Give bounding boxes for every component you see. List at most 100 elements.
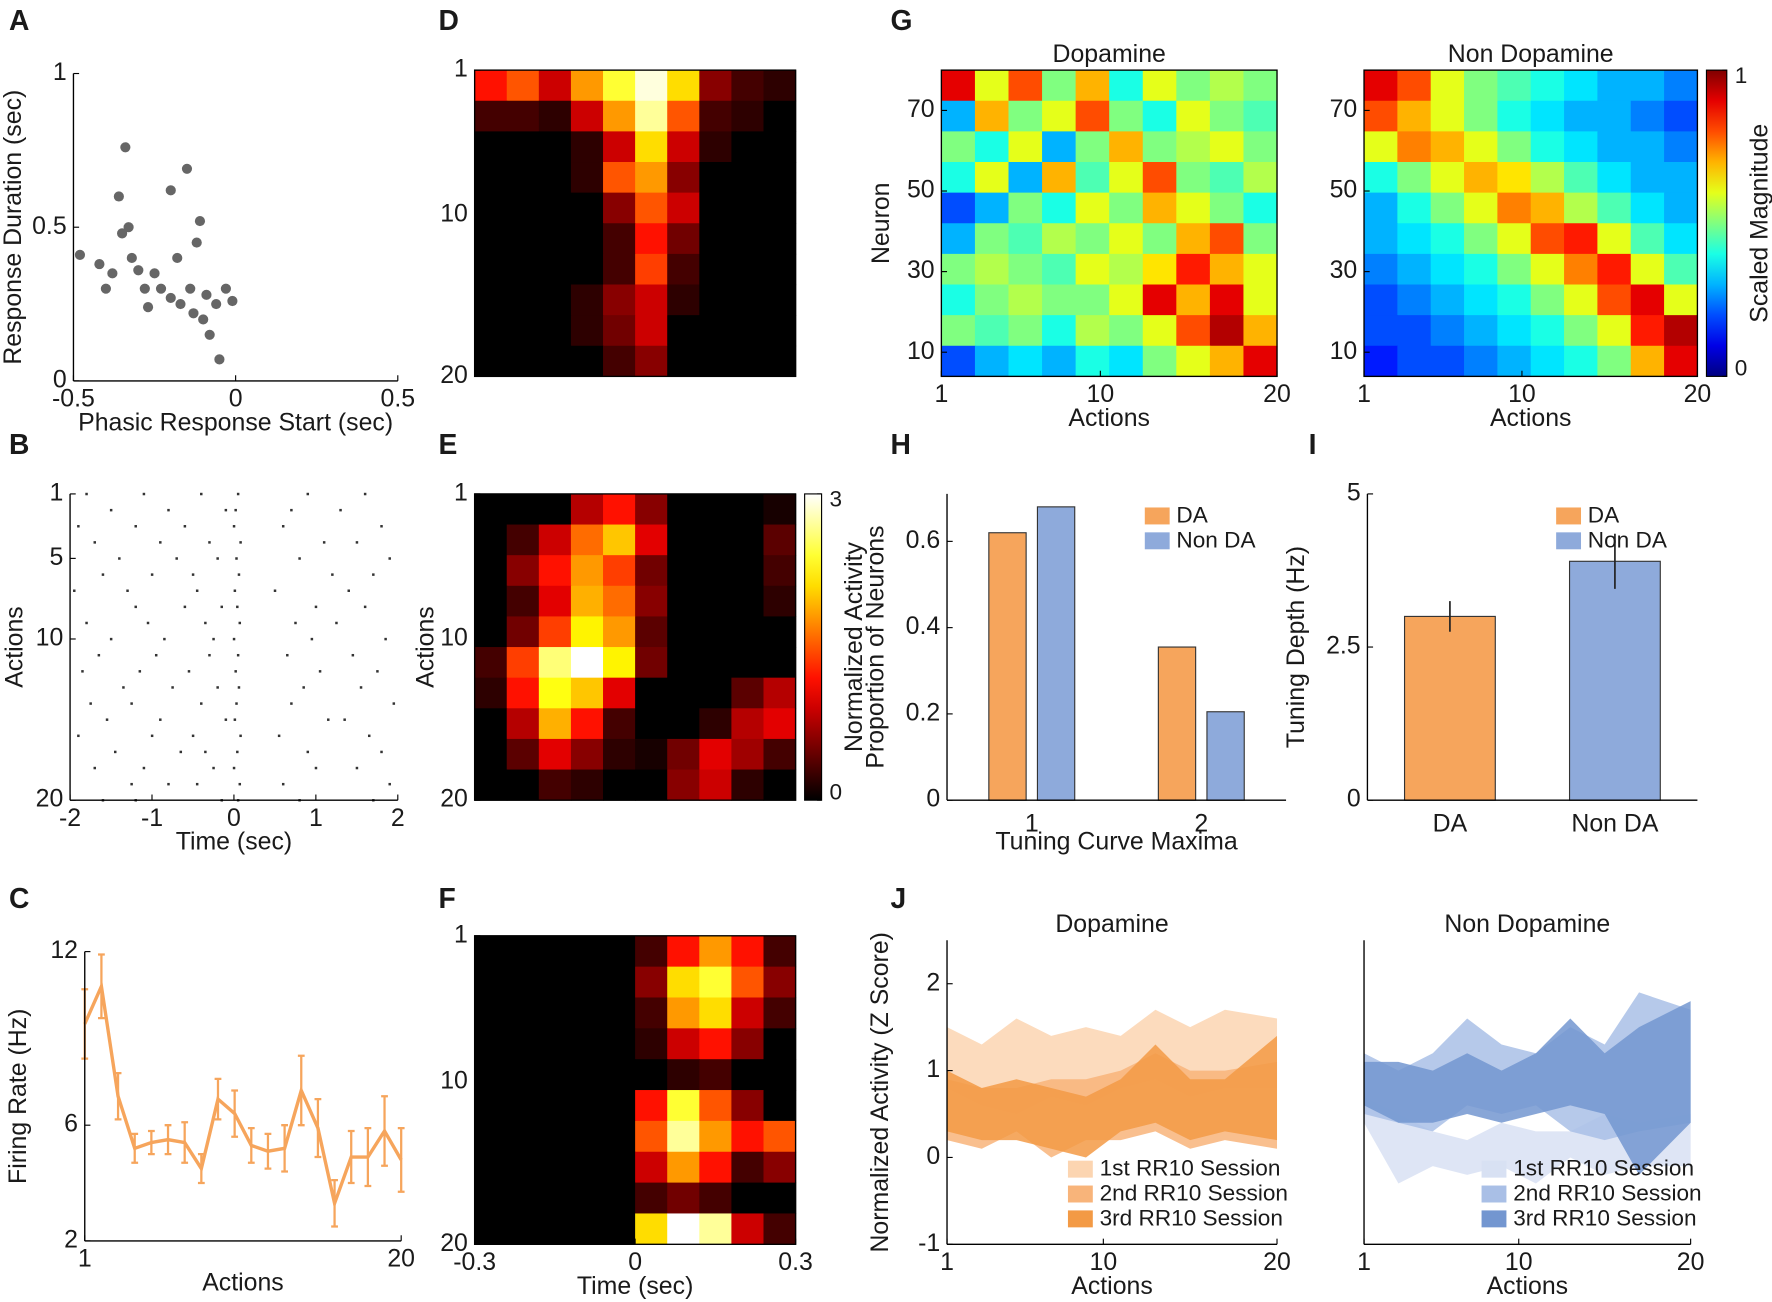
spike bbox=[200, 492, 203, 496]
cell bbox=[1530, 315, 1565, 347]
cell bbox=[474, 966, 508, 999]
cell bbox=[1664, 131, 1698, 163]
spike bbox=[388, 782, 391, 786]
cell bbox=[667, 284, 700, 316]
legend-swatch bbox=[1067, 1160, 1093, 1178]
cell bbox=[699, 1182, 732, 1215]
cell bbox=[1243, 223, 1278, 255]
spike bbox=[237, 686, 241, 689]
x-axis-label: Actions bbox=[1068, 404, 1150, 432]
cell bbox=[1430, 162, 1465, 194]
cell bbox=[763, 966, 797, 999]
spike bbox=[130, 702, 133, 705]
cell bbox=[667, 345, 700, 377]
cell bbox=[635, 1028, 668, 1060]
spike bbox=[327, 718, 330, 721]
panel-label: B bbox=[9, 428, 29, 460]
cell bbox=[570, 585, 604, 617]
legend-label: 2nd RR10 Session bbox=[1100, 1181, 1288, 1206]
colorbar-tick-label: 0 bbox=[1735, 356, 1748, 381]
cell bbox=[570, 738, 604, 771]
cell bbox=[731, 345, 765, 377]
cell bbox=[667, 1151, 700, 1184]
cell bbox=[731, 223, 765, 255]
x-tick-label: 1 bbox=[934, 380, 948, 408]
x-tick-label: 2 bbox=[391, 804, 405, 832]
cell bbox=[763, 284, 797, 316]
cell bbox=[474, 223, 508, 255]
cell bbox=[763, 524, 797, 556]
point bbox=[198, 314, 209, 325]
point bbox=[123, 222, 134, 233]
panel: H 1 2 0 0.2 0.4 0.6 Tuning Curve Maxima Proporti… bbox=[862, 428, 1287, 856]
cell bbox=[1008, 192, 1043, 224]
cell bbox=[1142, 162, 1177, 194]
cell bbox=[1142, 315, 1177, 347]
cell bbox=[570, 1028, 604, 1060]
cell bbox=[635, 345, 668, 377]
x-tick-label: 10 bbox=[1505, 1248, 1533, 1276]
cell bbox=[1008, 253, 1043, 286]
cell bbox=[635, 677, 668, 709]
cell bbox=[506, 708, 540, 740]
cell bbox=[699, 1151, 732, 1184]
cell bbox=[506, 738, 540, 771]
cell bbox=[1664, 284, 1698, 316]
cell bbox=[1597, 345, 1632, 377]
spike bbox=[208, 541, 211, 544]
cell bbox=[1630, 315, 1665, 347]
spike bbox=[294, 621, 297, 625]
cell bbox=[1564, 223, 1598, 255]
cell bbox=[699, 616, 732, 648]
cell bbox=[1243, 100, 1278, 132]
y-tick-label: 50 bbox=[1330, 176, 1358, 204]
cell bbox=[667, 555, 700, 587]
cell bbox=[1564, 315, 1598, 347]
cell bbox=[1243, 131, 1278, 163]
spike bbox=[195, 782, 199, 786]
cell bbox=[974, 345, 1010, 377]
spike bbox=[130, 782, 133, 786]
cell bbox=[538, 524, 572, 556]
cell bbox=[570, 769, 604, 801]
cell bbox=[667, 677, 700, 709]
point bbox=[211, 298, 222, 310]
cell bbox=[474, 524, 508, 556]
cell bbox=[1243, 253, 1278, 286]
cell bbox=[699, 647, 732, 679]
cell bbox=[1530, 162, 1565, 194]
point bbox=[113, 191, 124, 202]
cell bbox=[731, 1059, 765, 1091]
cell bbox=[1075, 345, 1110, 377]
cell bbox=[1109, 253, 1144, 286]
cell bbox=[731, 555, 765, 587]
legend-swatch bbox=[1556, 507, 1582, 525]
point bbox=[165, 292, 176, 303]
spike bbox=[204, 621, 207, 625]
y-axis-label: Tuning Depth (Hz) bbox=[1282, 546, 1310, 748]
y-tick-label: 20 bbox=[440, 785, 468, 813]
cell bbox=[1530, 345, 1565, 377]
cell bbox=[763, 555, 797, 587]
cell bbox=[1597, 253, 1632, 286]
cell bbox=[1109, 315, 1144, 347]
cell bbox=[699, 1059, 732, 1091]
y-tick-label: 20 bbox=[440, 361, 468, 389]
error-bar bbox=[197, 1152, 205, 1185]
cell bbox=[667, 585, 700, 617]
spike bbox=[183, 605, 187, 609]
y-tick-label: 0.6 bbox=[906, 526, 941, 554]
cell bbox=[1464, 315, 1498, 347]
cell bbox=[570, 315, 604, 347]
cell bbox=[603, 616, 636, 648]
cell bbox=[731, 1028, 765, 1060]
cell bbox=[1243, 162, 1278, 194]
cell bbox=[1497, 70, 1532, 102]
cell bbox=[506, 70, 540, 102]
point bbox=[201, 289, 212, 300]
cell bbox=[603, 192, 636, 224]
cell bbox=[1530, 253, 1565, 286]
legend-label: DA bbox=[1588, 502, 1620, 527]
cell bbox=[763, 1059, 797, 1091]
